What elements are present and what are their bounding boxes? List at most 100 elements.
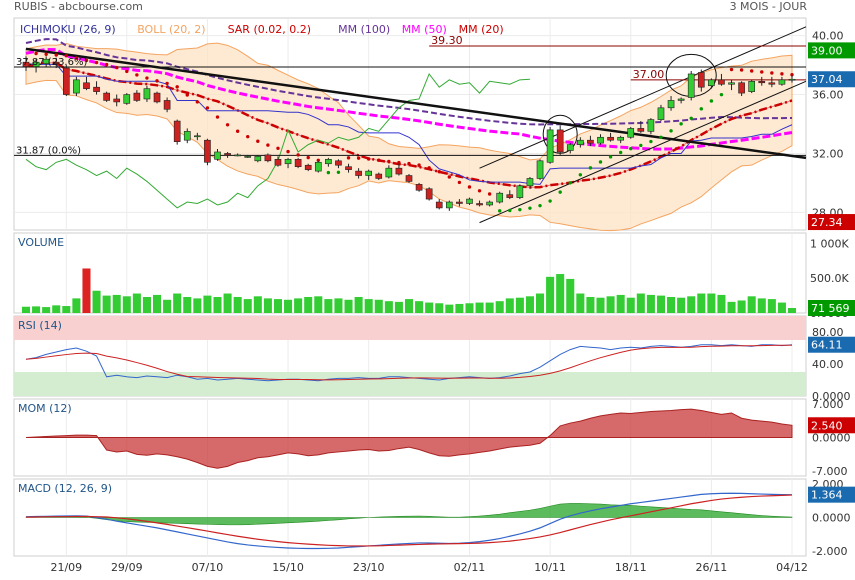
- candle-body: [758, 81, 766, 84]
- volume-bar: [203, 295, 212, 313]
- volume-bar: [183, 297, 192, 313]
- volume-bar: [415, 301, 424, 313]
- candle-body: [22, 61, 30, 67]
- sar-dot: [407, 161, 411, 166]
- volume-bar: [72, 298, 81, 313]
- candle-body: [647, 119, 655, 132]
- volume-bar: [273, 299, 282, 313]
- candle-body: [445, 201, 453, 209]
- volume-bar: [394, 301, 403, 313]
- volume-bar: [163, 299, 172, 313]
- sar-dot: [397, 160, 401, 165]
- candle-body: [42, 58, 50, 64]
- volume-bar: [354, 297, 363, 313]
- sar-dot: [629, 146, 633, 151]
- candle-body: [405, 175, 413, 182]
- volume-bar: [82, 268, 91, 313]
- sar-dot: [578, 173, 583, 177]
- volume-bar: [495, 301, 504, 313]
- volume-bar: [616, 294, 625, 313]
- x-tick-label: 02/11: [454, 561, 486, 574]
- x-tick-label: 10/11: [534, 561, 566, 574]
- macd-signal-line: [25, 494, 793, 547]
- x-tick-label: 15/10: [272, 561, 304, 574]
- volume-bar: [213, 297, 222, 313]
- candle-body: [153, 92, 161, 103]
- candle-body: [314, 161, 322, 172]
- indicator-legend-item: MM (20): [459, 23, 504, 36]
- sar-dot: [669, 129, 673, 133]
- sar-dot: [498, 209, 502, 213]
- volume-bar: [304, 297, 313, 313]
- candle-body: [788, 78, 796, 81]
- candle-body: [728, 82, 735, 85]
- fibonacci-0-label: 31.87 (0.0%): [16, 145, 81, 156]
- sar-dot: [760, 70, 764, 74]
- candle-body: [264, 154, 272, 162]
- volume-bar: [646, 294, 655, 313]
- volume-bar: [687, 296, 696, 313]
- candle-body: [93, 86, 100, 92]
- candle-body: [697, 72, 705, 88]
- macd-line: [25, 492, 793, 550]
- sar-dot: [417, 163, 421, 167]
- candle-body: [708, 79, 715, 87]
- candle-body: [335, 160, 342, 166]
- chart-source-label: RUBIS - abcbourse.com: [14, 0, 143, 13]
- badge-mom: 2.540: [811, 419, 843, 432]
- candle-body: [214, 151, 221, 160]
- sar-dot: [770, 71, 774, 75]
- sar-dot: [598, 160, 603, 164]
- volume-tick-label: 500.0K: [810, 272, 849, 285]
- candle-body: [204, 139, 211, 163]
- badge-39-00: 39.00: [811, 44, 843, 57]
- x-tick-label: 18/11: [615, 561, 647, 574]
- ma100-line: [25, 38, 793, 126]
- candle-body: [234, 154, 241, 157]
- period-label: 3 MOIS - JOUR: [729, 0, 807, 13]
- sar-dot: [487, 192, 492, 196]
- sar-dot: [548, 199, 552, 203]
- volume-bar: [92, 290, 101, 313]
- sar-dot: [84, 58, 89, 63]
- candle-body: [486, 201, 493, 206]
- x-tick-label: 23/10: [353, 561, 385, 574]
- volume-bar: [566, 278, 575, 313]
- badge-27-34: 27.34: [811, 216, 843, 229]
- sar-dot: [235, 129, 240, 133]
- candle-body: [294, 159, 302, 167]
- volume-bar: [505, 298, 514, 313]
- candle-body: [718, 79, 725, 85]
- volume-bar: [677, 297, 686, 313]
- volume-bar: [102, 295, 111, 313]
- volume-bar: [21, 306, 31, 313]
- volume-bar: [364, 299, 373, 313]
- indicator-legend-item: ICHIMOKU (26, 9): [20, 23, 116, 36]
- candle-body: [597, 136, 604, 144]
- mom-tick-label: 0.0000: [812, 432, 851, 445]
- rsi-tick-label: 40.00: [812, 358, 844, 371]
- badge-27-34-bg: [808, 214, 855, 231]
- volume-bar: [284, 299, 293, 313]
- volume-bar: [233, 297, 242, 313]
- badge-volume: 71 569: [811, 302, 850, 315]
- sar-dot: [608, 155, 613, 159]
- volume-bar: [455, 303, 464, 313]
- volume-bar: [334, 298, 343, 313]
- volume-bar: [32, 306, 41, 313]
- candle-body: [637, 128, 645, 132]
- candle-body: [375, 173, 383, 179]
- volume-bar: [62, 306, 71, 313]
- volume-bar: [142, 297, 151, 313]
- volume-bar: [263, 298, 272, 313]
- volume-bar: [324, 299, 333, 313]
- volume-bar: [485, 302, 494, 313]
- sar-dot: [739, 68, 744, 72]
- volume-bar: [606, 296, 615, 313]
- sar-dot: [558, 190, 562, 194]
- candle-body: [577, 139, 584, 145]
- sar-dot: [659, 135, 663, 140]
- x-tick-label: 07/10: [192, 561, 224, 574]
- volume-bar: [173, 293, 182, 313]
- price-tick-label: 32.00: [812, 147, 844, 160]
